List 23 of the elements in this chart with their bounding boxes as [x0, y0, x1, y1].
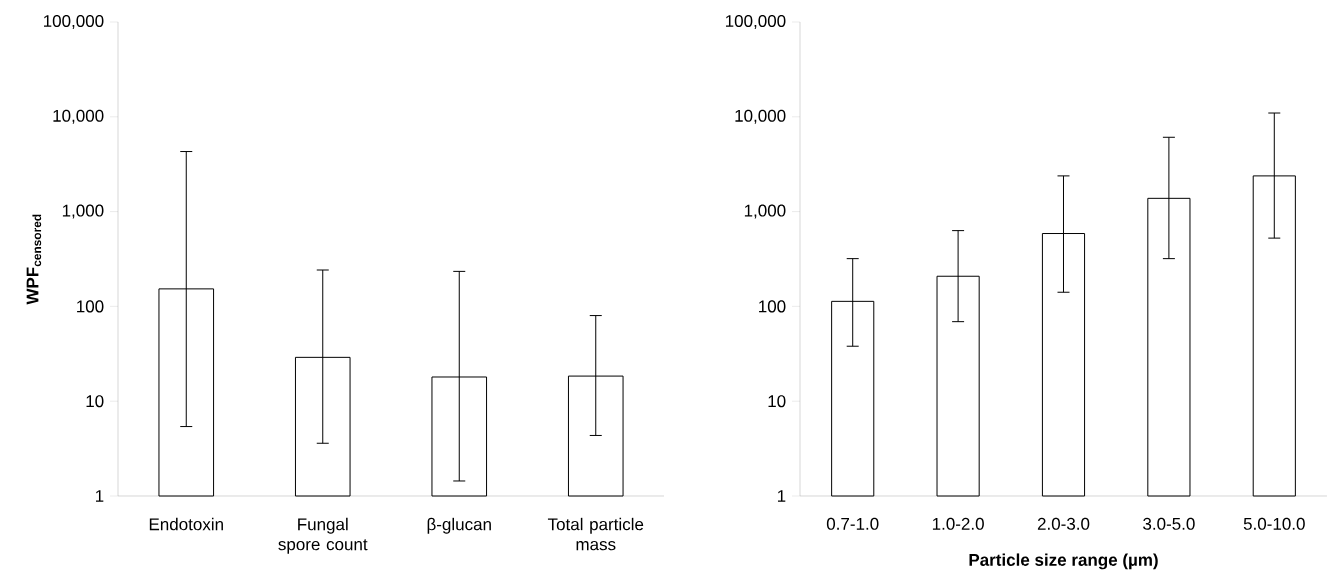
y-tick-label: 1,000: [62, 204, 104, 219]
x-tick-label: 0.7-1.0: [826, 517, 879, 530]
y-tick-label: 1: [777, 490, 786, 502]
x-tick-label: Total particle mass: [547, 517, 644, 551]
y-tick-label: 10,000: [53, 109, 104, 124]
x-tick-label: 5.0-10.0: [1243, 517, 1305, 530]
x-tick-label: 2.0-3.0: [1037, 517, 1090, 530]
x-tick-label: 1.0-2.0: [932, 517, 984, 530]
x-tick-label: 3.0-5.0: [1143, 517, 1195, 530]
x-tick-label: Fungal spore count: [278, 517, 368, 554]
y-tick-label: 1,000: [744, 204, 786, 219]
y-tick-label: 100: [759, 300, 786, 313]
y-axis-title: WPF$_{censored}$: [26, 214, 42, 305]
y-tick-label: 10: [768, 395, 786, 408]
x-tick-label: Endotoxin: [149, 517, 223, 531]
y-tick-label: 10: [86, 395, 104, 408]
y-tick-label: 100,000: [44, 14, 104, 30]
x-tick-label: β-glucan: [427, 517, 491, 534]
y-tick-label: 1: [95, 490, 104, 502]
y-tick-label: 100,000: [725, 14, 786, 30]
x-axis-title: Particle size range (µm): [969, 553, 1158, 570]
y-tick-label: 100: [77, 300, 104, 313]
y-tick-label: 10,000: [735, 109, 786, 124]
